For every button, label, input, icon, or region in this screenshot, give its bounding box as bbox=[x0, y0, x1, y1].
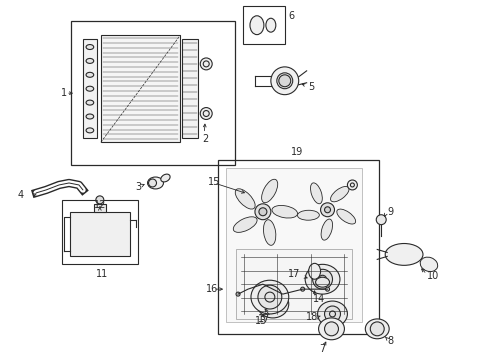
Text: 2: 2 bbox=[202, 134, 208, 144]
Circle shape bbox=[325, 287, 329, 291]
Text: 11: 11 bbox=[96, 269, 108, 279]
Ellipse shape bbox=[277, 73, 293, 89]
Circle shape bbox=[148, 179, 156, 187]
Ellipse shape bbox=[264, 220, 276, 245]
Ellipse shape bbox=[86, 72, 94, 77]
Ellipse shape bbox=[272, 206, 297, 218]
Ellipse shape bbox=[316, 277, 329, 287]
Ellipse shape bbox=[309, 264, 320, 279]
Ellipse shape bbox=[385, 243, 423, 265]
Bar bbox=[70, 212, 130, 256]
Ellipse shape bbox=[305, 264, 340, 294]
Ellipse shape bbox=[266, 18, 276, 32]
Text: 10: 10 bbox=[427, 271, 439, 281]
Circle shape bbox=[200, 108, 212, 120]
Circle shape bbox=[318, 275, 326, 283]
Ellipse shape bbox=[257, 290, 289, 318]
Bar bbox=[226, 168, 362, 322]
Text: 7: 7 bbox=[319, 344, 326, 354]
Circle shape bbox=[279, 75, 291, 87]
Circle shape bbox=[255, 204, 271, 220]
Circle shape bbox=[269, 300, 277, 308]
Ellipse shape bbox=[233, 217, 257, 232]
Text: 12: 12 bbox=[94, 200, 106, 210]
Circle shape bbox=[313, 269, 333, 289]
Text: 3: 3 bbox=[136, 182, 142, 192]
Text: 9: 9 bbox=[387, 207, 393, 217]
Bar bbox=[71, 21, 235, 165]
Circle shape bbox=[347, 180, 357, 190]
Ellipse shape bbox=[297, 210, 319, 220]
Ellipse shape bbox=[331, 186, 349, 202]
Circle shape bbox=[261, 282, 265, 286]
Text: 5: 5 bbox=[309, 82, 315, 92]
Text: 1: 1 bbox=[61, 88, 67, 98]
Bar bbox=[83, 39, 97, 138]
Circle shape bbox=[259, 208, 267, 216]
Bar bbox=[218, 160, 379, 334]
Bar bbox=[101, 35, 180, 142]
Text: 17: 17 bbox=[258, 314, 270, 324]
Ellipse shape bbox=[251, 280, 289, 314]
Ellipse shape bbox=[86, 114, 94, 119]
Circle shape bbox=[324, 306, 341, 322]
Circle shape bbox=[324, 207, 331, 213]
Bar bbox=[243, 6, 285, 44]
Text: 17: 17 bbox=[288, 269, 300, 279]
Ellipse shape bbox=[321, 219, 333, 240]
Circle shape bbox=[301, 287, 305, 291]
Bar bbox=[182, 39, 198, 138]
Ellipse shape bbox=[337, 209, 356, 224]
Ellipse shape bbox=[147, 177, 164, 189]
Ellipse shape bbox=[86, 128, 94, 133]
Ellipse shape bbox=[250, 16, 264, 35]
Circle shape bbox=[320, 203, 335, 217]
Circle shape bbox=[376, 215, 386, 225]
Ellipse shape bbox=[318, 318, 344, 340]
Text: 18: 18 bbox=[306, 312, 318, 322]
Circle shape bbox=[264, 295, 282, 313]
Ellipse shape bbox=[311, 183, 322, 204]
Bar bbox=[94, 204, 106, 212]
Text: 13: 13 bbox=[255, 316, 267, 326]
Text: 16: 16 bbox=[206, 284, 219, 294]
Ellipse shape bbox=[86, 86, 94, 91]
Circle shape bbox=[200, 58, 212, 70]
Text: 14: 14 bbox=[313, 294, 325, 304]
Text: 15: 15 bbox=[208, 177, 220, 187]
Ellipse shape bbox=[420, 257, 438, 271]
Bar bbox=[236, 249, 352, 319]
Bar bbox=[62, 200, 138, 264]
Text: 8: 8 bbox=[387, 336, 393, 346]
Text: 19: 19 bbox=[291, 147, 303, 157]
Ellipse shape bbox=[86, 100, 94, 105]
Text: 6: 6 bbox=[289, 11, 295, 21]
Ellipse shape bbox=[86, 58, 94, 63]
Ellipse shape bbox=[366, 319, 389, 339]
Ellipse shape bbox=[86, 45, 94, 50]
Ellipse shape bbox=[262, 179, 278, 203]
Ellipse shape bbox=[318, 301, 347, 327]
Circle shape bbox=[236, 292, 240, 296]
Circle shape bbox=[370, 322, 384, 336]
Circle shape bbox=[258, 285, 282, 309]
Ellipse shape bbox=[161, 174, 170, 182]
Circle shape bbox=[96, 196, 104, 204]
Text: 4: 4 bbox=[17, 190, 24, 200]
Ellipse shape bbox=[271, 67, 299, 95]
Circle shape bbox=[324, 322, 339, 336]
Ellipse shape bbox=[235, 189, 255, 209]
